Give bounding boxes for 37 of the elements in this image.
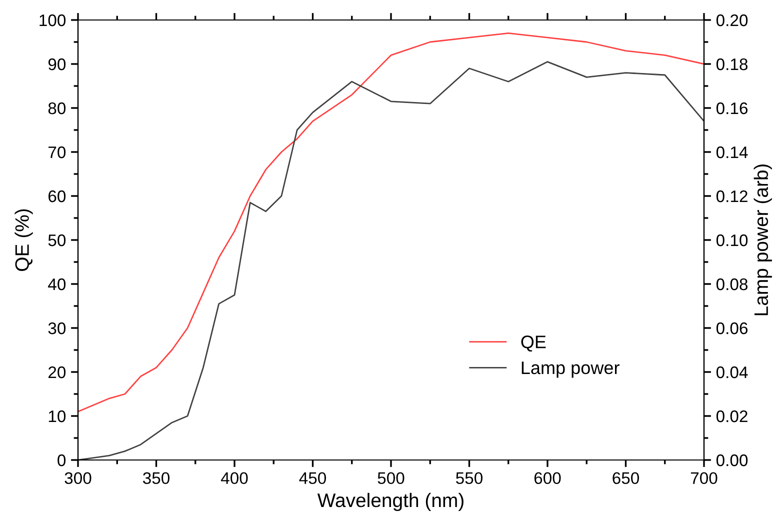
- y2-tick-label: 0.20: [716, 14, 748, 26]
- x-tick-label: 700: [690, 472, 718, 484]
- y2-tick-label: 0.10: [716, 234, 748, 246]
- x-tick-label: 650: [612, 472, 640, 484]
- y2-tick-label: 0.02: [716, 410, 748, 422]
- y2-tick-label: 0.06: [716, 322, 748, 334]
- x-tick-label: 550: [456, 472, 483, 484]
- y-tick-label: 80: [48, 102, 66, 114]
- x-tick-label: 450: [299, 472, 326, 484]
- y2-tick-label: 0.04: [716, 366, 748, 378]
- y-tick-label: 20: [48, 366, 66, 378]
- y-tick-label: 0: [58, 454, 66, 466]
- y2-tick-label: 0.18: [716, 58, 748, 70]
- y2-tick-label: 0.14: [716, 146, 748, 158]
- y-tick-label: 60: [48, 190, 66, 202]
- x-tick-label: 400: [220, 472, 248, 484]
- y2-tick-label: 0.12: [716, 190, 748, 202]
- y-tick-label: 100: [40, 14, 66, 26]
- y-tick-label: 10: [48, 410, 66, 422]
- line-series: [78, 32, 704, 412]
- y-tick-label: 90: [48, 58, 66, 70]
- x-tick-label: 500: [378, 472, 404, 484]
- legend-label: QE: [521, 336, 546, 352]
- x-tick-label: 600: [534, 472, 561, 484]
- y2-tick-label: 0.00: [716, 454, 748, 466]
- legend-label: Lamp power: [522, 362, 620, 378]
- x-tick-label: 300: [64, 472, 92, 484]
- y-tick-label: 40: [48, 278, 66, 290]
- y2-tick-label: 0.16: [716, 102, 748, 114]
- y-tick-label: 30: [48, 322, 66, 334]
- y-tick-label: 50: [48, 234, 66, 246]
- y-axis-title: QE (%): [14, 209, 33, 271]
- y2-tick-label: 0.08: [716, 278, 748, 290]
- x-axis-title: Wavelength (nm): [317, 492, 464, 512]
- y-tick-label: 70: [48, 146, 66, 158]
- x-tick-label: 350: [142, 472, 170, 484]
- y2-axis-title: Lamp power (arb): [754, 164, 772, 316]
